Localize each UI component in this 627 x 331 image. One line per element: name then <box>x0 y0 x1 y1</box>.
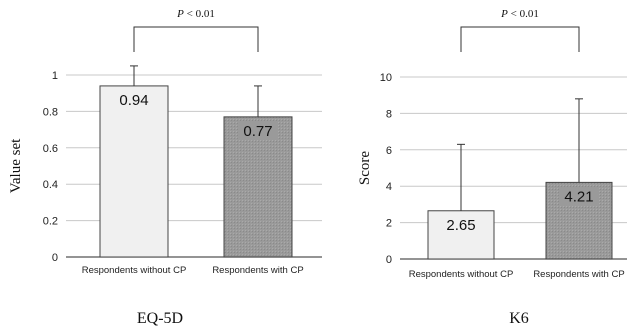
k6-y-tick-label: 6 <box>386 145 392 157</box>
k6-title: K6 <box>509 310 529 327</box>
eq5d-data-labels: 0.94 0.77 <box>114 90 278 140</box>
k6-x-tick-label-2: Respondents with CP <box>533 269 624 280</box>
eq5d-y-tick-label: 0.8 <box>43 106 58 118</box>
eq5d-y-ticks: 0 0.2 0.4 0.6 0.8 1 <box>43 70 58 264</box>
k6-data-labels: 2.65 4.21 <box>441 187 599 234</box>
k6-y-tick-label: 8 <box>386 108 392 120</box>
eq5d-data-label-2: 0.77 <box>243 123 272 140</box>
k6-data-label-1: 2.65 <box>446 217 475 234</box>
eq5d-y-tick-label: 0.2 <box>43 216 58 228</box>
chart-eq5d: 0.94 0.77 0 0.2 0.4 0.6 0.8 1 Respondents with… <box>8 8 322 327</box>
eq5d-significance-bracket: P < 0.01 <box>133 8 259 52</box>
k6-y-ticks: 0 2 4 6 8 10 <box>380 72 392 266</box>
eq5d-y-tick-label: 1 <box>52 70 58 82</box>
k6-x-tick-label-1: Respondents without CP <box>409 269 514 280</box>
eq5d-y-tick-label: 0.4 <box>43 179 58 191</box>
k6-data-label-2: 4.21 <box>564 188 593 205</box>
k6-data-label-bg-2 <box>559 187 599 206</box>
k6-x-ticks: Respondents without CP Respondents with C… <box>409 269 625 280</box>
eq5d-data-label-1: 0.94 <box>119 92 148 109</box>
eq5d-x-tick-label-2: Respondents with CP <box>212 265 303 276</box>
k6-significance-label: P < 0.01 <box>500 8 539 20</box>
eq5d-x-tick-label-1: Respondents without CP <box>82 265 187 276</box>
k6-significance-line <box>460 26 580 52</box>
eq5d-bar-2 <box>223 116 293 258</box>
eq5d-error-bars <box>130 65 262 117</box>
eq5d-bars <box>99 85 293 258</box>
k6-data-label-bg-1 <box>441 215 481 234</box>
eq5d-data-label-bg-1 <box>114 90 154 109</box>
eq5d-data-label-bg-2 <box>238 121 278 140</box>
k6-y-tick-label: 4 <box>386 181 392 193</box>
k6-y-axis-label: Score <box>357 151 373 185</box>
eq5d-y-tick-label: 0.6 <box>43 143 58 155</box>
k6-error-bars <box>457 98 583 211</box>
k6-significance-bracket: P < 0.01 <box>460 8 580 52</box>
eq5d-significance-label: P < 0.01 <box>176 8 215 20</box>
eq5d-bar-1 <box>99 85 169 258</box>
eq5d-title: EQ-5D <box>137 310 183 327</box>
k6-y-tick-label: 2 <box>386 218 392 230</box>
eq5d-y-axis-label: Value set <box>8 138 24 193</box>
k6-y-tick-label: 10 <box>380 72 392 84</box>
eq5d-y-tick-label: 0 <box>52 252 58 264</box>
eq5d-significance-line <box>133 26 259 52</box>
eq5d-x-ticks: Respondents without CP Respondents with C… <box>82 265 304 276</box>
k6-y-tick-label: 0 <box>386 254 392 266</box>
